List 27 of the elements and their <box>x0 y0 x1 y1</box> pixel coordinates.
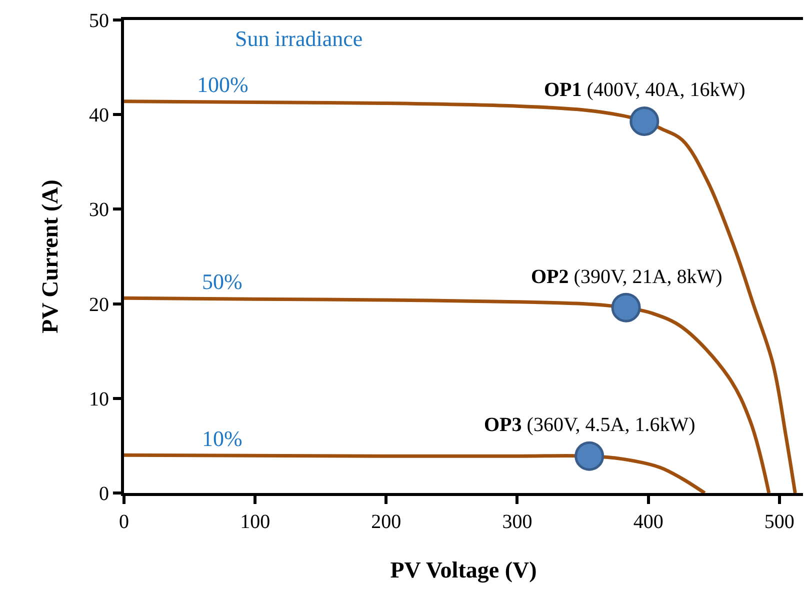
y-tick-label: 10 <box>89 388 109 410</box>
y-tick-label: 30 <box>89 199 109 222</box>
annotation: OP1 (400V, 40A, 16kW) <box>544 79 746 101</box>
annotation: 50% <box>202 269 242 294</box>
y-tick-label: 40 <box>89 104 109 127</box>
point <box>630 106 660 136</box>
x-tick-label: 300 <box>502 511 532 533</box>
x-axis-title: PV Voltage (V) <box>390 558 537 584</box>
x-tick-label: 200 <box>371 511 402 533</box>
line-series <box>124 100 797 493</box>
x-tick-label: 400 <box>633 511 664 533</box>
annotation: 10% <box>202 426 242 451</box>
x-tick-label: 500 <box>764 511 794 533</box>
annotation: OP3 (360V, 4.5A, 1.6kW) <box>484 414 696 436</box>
y-tick-label: 20 <box>89 294 109 316</box>
point <box>574 441 604 471</box>
x-tick-label: 0 <box>119 511 129 533</box>
x-tick-label: 100 <box>240 511 270 533</box>
y-axis-title: PV Current (A) <box>37 180 62 334</box>
line-series <box>124 296 771 493</box>
annotation: 100% <box>197 72 248 97</box>
annotation: Sun irradiance <box>235 26 363 51</box>
annotation: OP2 (390V, 21A, 8kW) <box>531 266 722 288</box>
y-tick-label: 0 <box>99 483 109 505</box>
line-series <box>124 453 706 493</box>
y-tick-label: 50 <box>89 10 109 32</box>
point <box>611 292 641 322</box>
